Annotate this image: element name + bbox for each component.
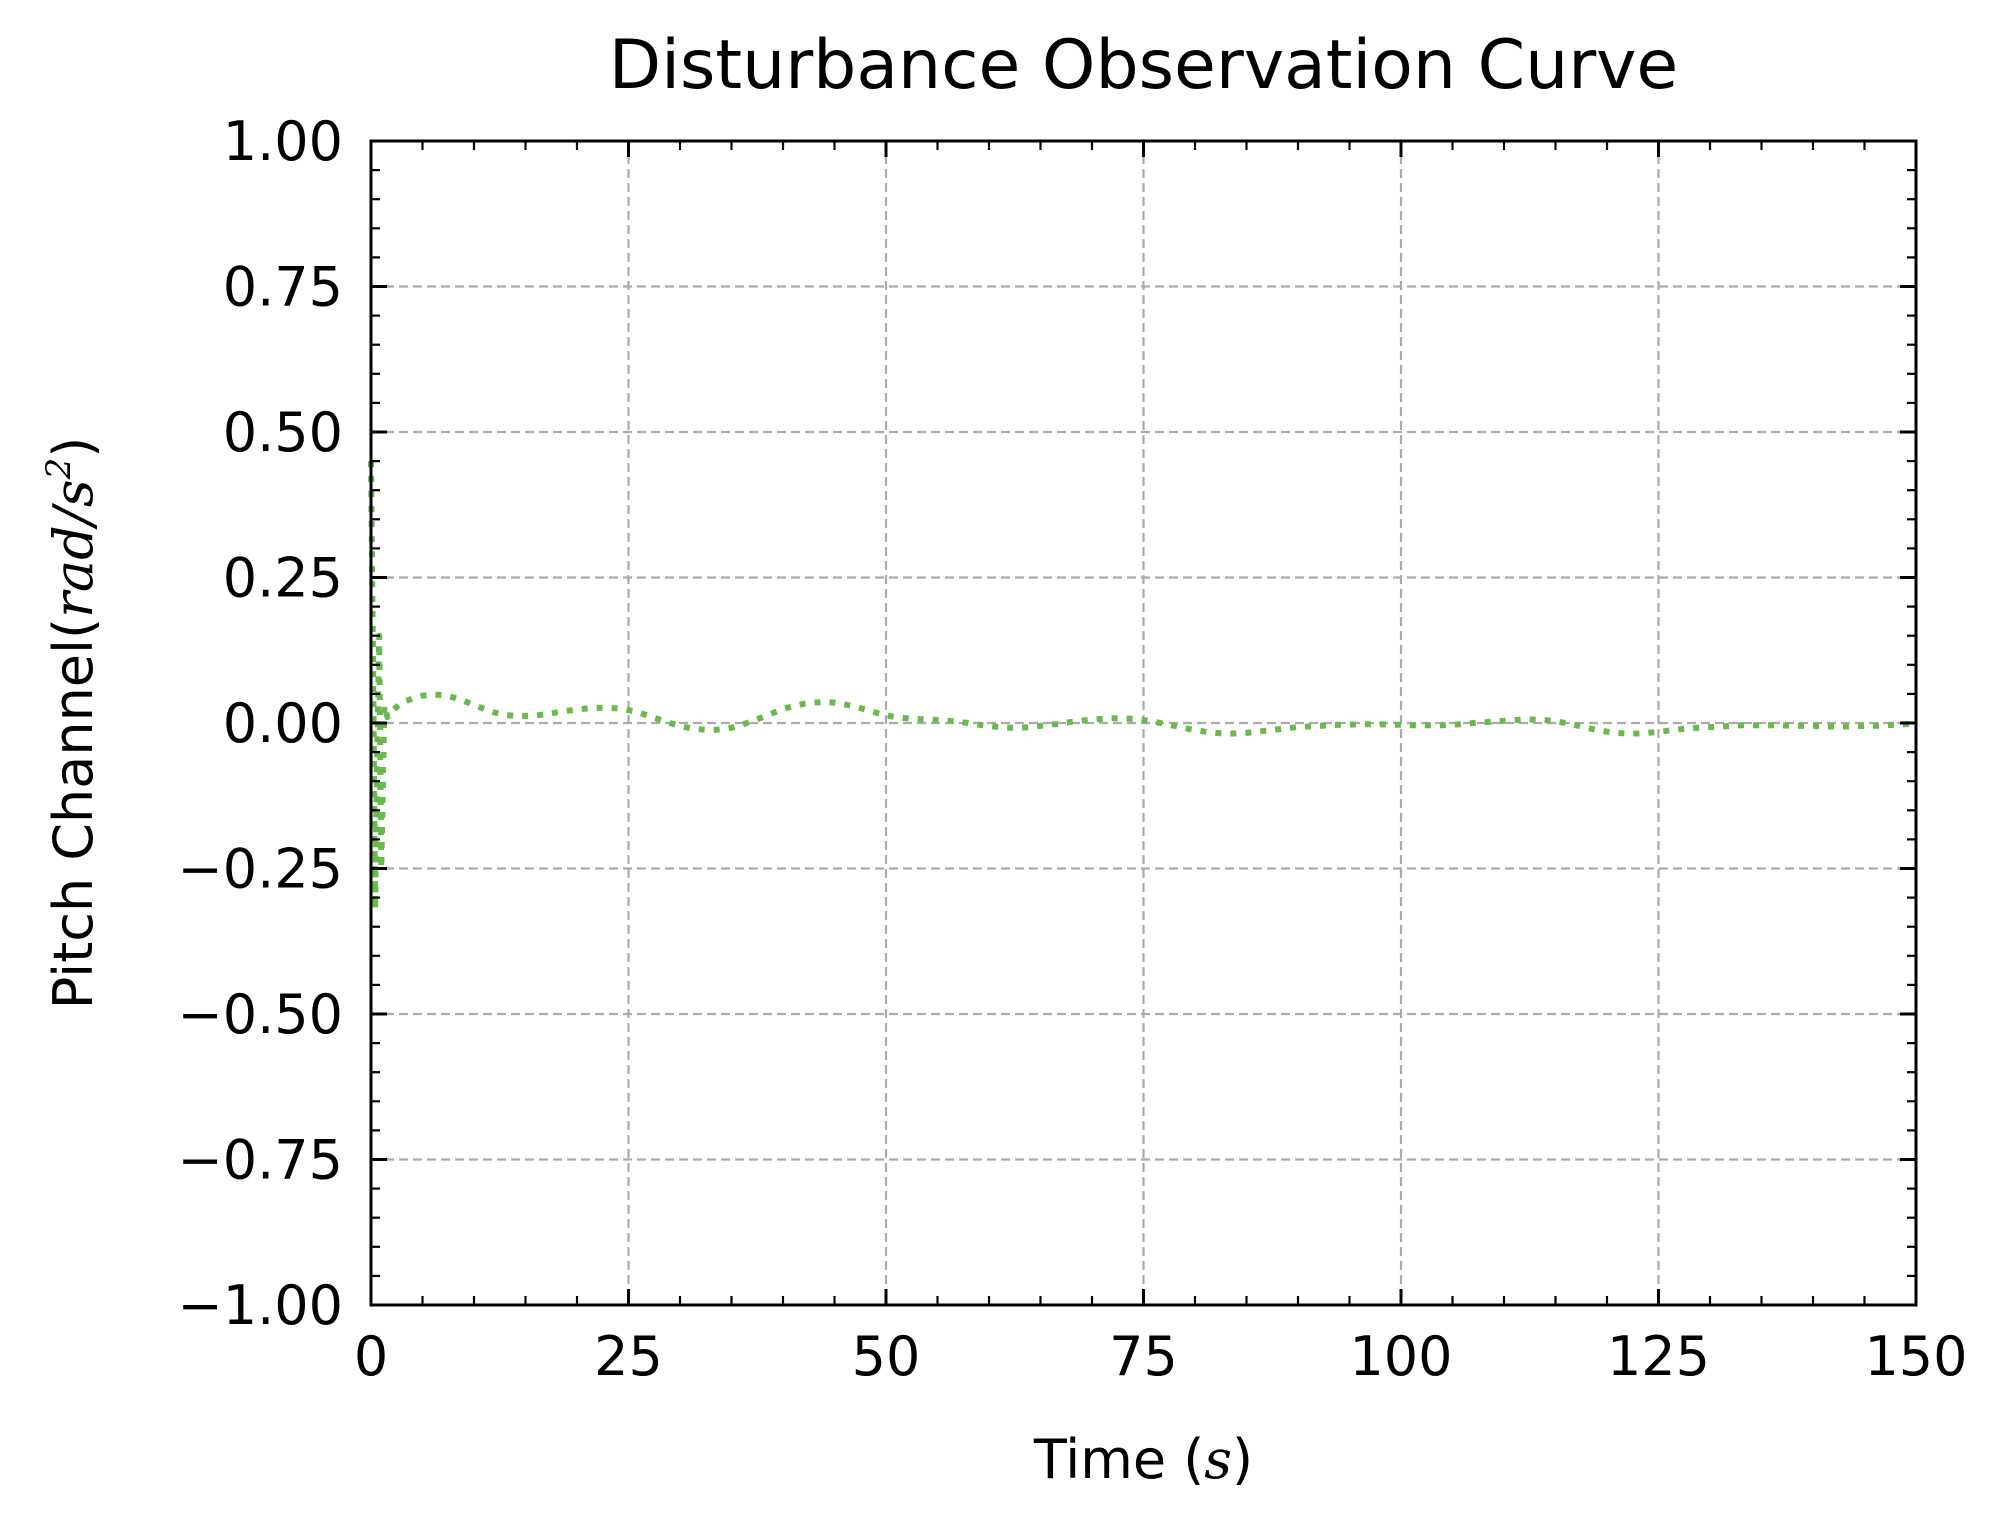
x-tick-label: 75 [1109,1325,1178,1388]
x-axis-label-prefix: Time ( [1033,1428,1204,1491]
y-tick-label: 0.75 [223,256,343,319]
y-tick-label: 0.00 [223,692,343,755]
tick-labels: 0 25 50 75 100 125 150 1.00 0.75 0.50 0.25 0.00 −0.2… [178,110,1968,1388]
x-tick-label: 25 [594,1325,663,1388]
y-tick-label: 1.00 [223,110,343,173]
y-tick-label: −0.25 [178,838,343,901]
x-axis-label: Time (s) [1033,1428,1253,1491]
y-axis-label-prefix: Pitch Channel( [42,618,105,1009]
x-tick-label: 150 [1864,1325,1967,1388]
chart-title: Disturbance Observation Curve [609,26,1678,105]
x-tick-label: 0 [354,1325,388,1388]
plot-frame [369,139,1918,1307]
y-axis-label: Pitch Channel(rad/s2) [39,437,105,1010]
y-axis-label-math: rad/s [42,479,105,617]
y-tick-label: −1.00 [178,1274,343,1337]
y-tick-label: −0.75 [178,1129,343,1192]
series-line-0 [368,461,1917,913]
x-axis-label-suffix: ) [1232,1428,1253,1491]
y-tick-label: −0.50 [178,983,343,1046]
x-tick-label: 125 [1607,1325,1710,1388]
series-layer [368,461,1917,913]
y-axis-label-suffix: ) [42,437,105,458]
x-axis-label-math: s [1204,1428,1232,1491]
x-tick-label: 50 [852,1325,921,1388]
y-tick-label: 0.50 [223,401,343,464]
y-axis-label-sup: 2 [39,458,79,481]
x-tick-label: 100 [1349,1325,1452,1388]
y-tick-label: 0.25 [223,547,343,610]
